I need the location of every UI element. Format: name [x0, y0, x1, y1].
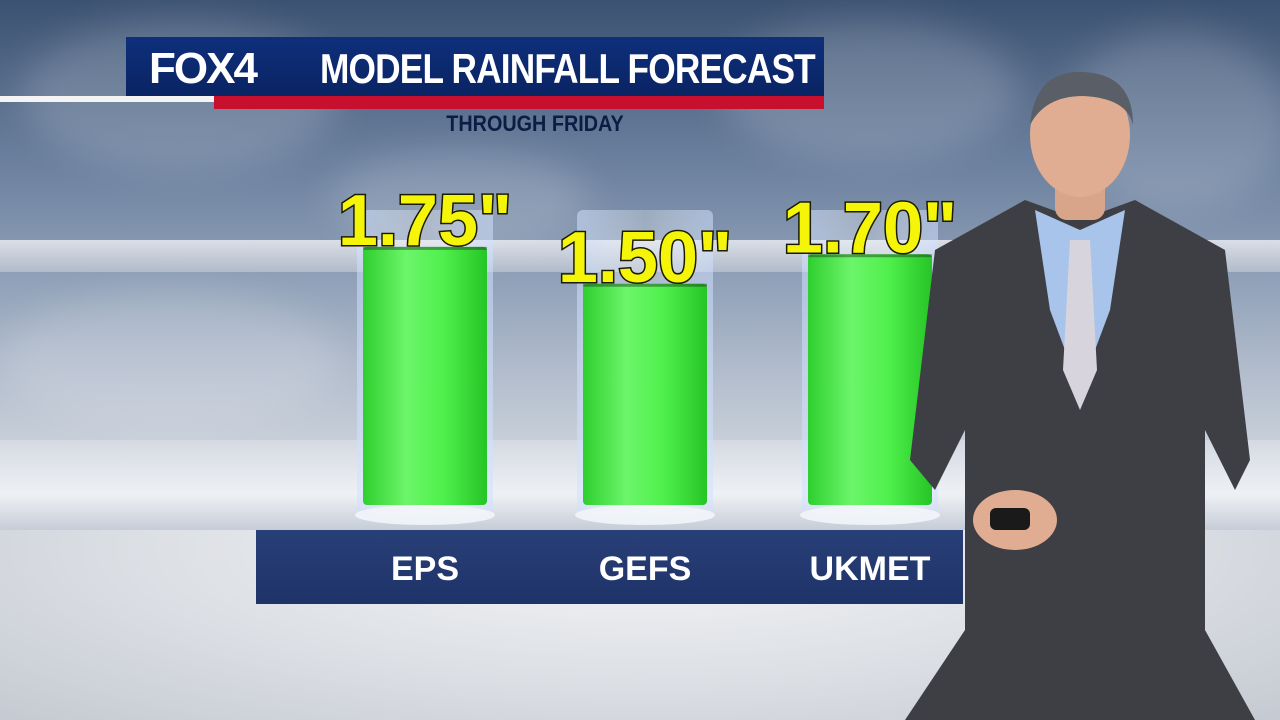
header-accent-line	[0, 96, 214, 102]
head	[1030, 73, 1130, 197]
suit	[905, 200, 1255, 720]
clicker-icon	[990, 508, 1030, 530]
category-label-eps: EPS	[391, 550, 459, 588]
page-subtitle: THROUGH FRIDAY	[446, 111, 624, 136]
bar-base	[800, 505, 940, 525]
header-bar	[126, 37, 824, 96]
bar-base	[355, 505, 495, 525]
bar-top-edge	[808, 254, 932, 258]
header-red-stripe	[214, 96, 824, 109]
value-label-eps: 1.75"	[338, 181, 512, 261]
bar-eps	[363, 246, 487, 505]
bar-gefs	[583, 283, 707, 505]
tie	[1063, 240, 1097, 410]
cloud	[0, 290, 340, 430]
bar-ukmet	[808, 254, 932, 505]
category-label-band	[256, 530, 963, 604]
value-label-gefs: 1.50"	[558, 218, 732, 298]
hair	[1030, 71, 1133, 125]
bar-top-edge	[583, 283, 707, 287]
presenter	[905, 71, 1255, 720]
page-title: MODEL RAINFALL FORECAST	[320, 45, 816, 92]
station-logo: FOX4	[149, 44, 258, 93]
bar-base	[575, 505, 715, 525]
category-label-gefs: GEFS	[599, 550, 692, 588]
value-label-ukmet: 1.70"	[783, 188, 957, 268]
bar-top-edge	[363, 246, 487, 250]
category-label-ukmet: UKMET	[810, 550, 931, 588]
